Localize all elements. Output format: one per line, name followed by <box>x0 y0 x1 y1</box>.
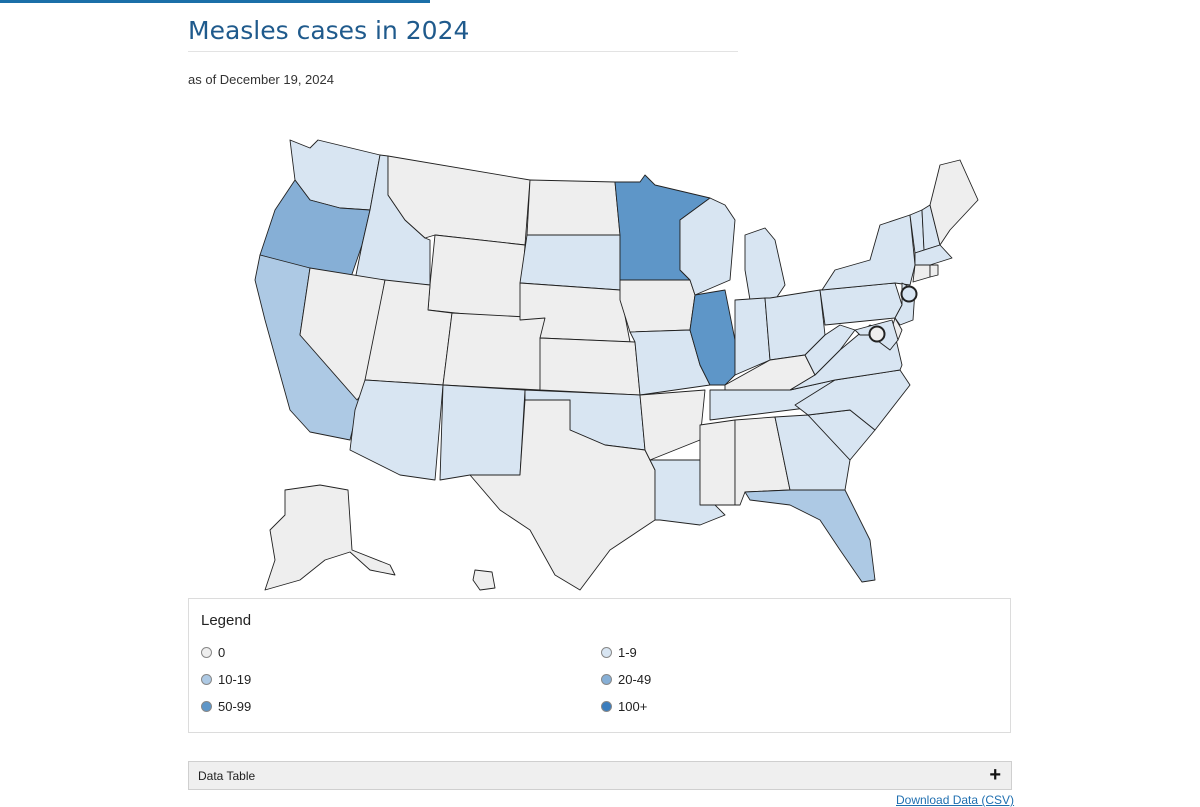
plus-icon[interactable]: + <box>989 764 1001 786</box>
legend-swatch <box>601 674 612 685</box>
state-IN[interactable] <box>734 297 771 376</box>
legend-label: 10-19 <box>218 672 252 687</box>
state-AK[interactable] <box>264 484 396 591</box>
legend-label: 0 <box>218 645 226 660</box>
state-MS[interactable] <box>699 419 736 506</box>
state-ND[interactable] <box>526 179 621 236</box>
download-data-link[interactable]: Download Data (CSV) <box>896 793 1015 807</box>
state-CT[interactable] <box>912 264 931 283</box>
state-NY[interactable] <box>821 214 916 291</box>
state-FL[interactable] <box>744 489 876 583</box>
top-accent-bar <box>0 0 430 3</box>
state-WI[interactable] <box>679 197 736 296</box>
state-RI[interactable] <box>929 264 939 278</box>
state-MI[interactable] <box>744 227 786 301</box>
data-table-toggle[interactable]: Data Table + <box>188 761 1012 790</box>
state-AZ[interactable] <box>349 379 444 481</box>
legend-item-1-9: 1-9 <box>601 645 637 660</box>
legend-title: Legend <box>201 612 252 629</box>
data-table-label: Data Table <box>198 769 256 783</box>
legend-swatch <box>201 647 212 658</box>
state-AR[interactable] <box>639 389 706 461</box>
us-state-map <box>254 139 979 591</box>
page-title: Measles cases in 2024 <box>188 16 738 52</box>
legend-item-0: 0 <box>201 645 225 660</box>
legend-swatch <box>601 647 612 658</box>
state-WY[interactable] <box>427 234 526 321</box>
legend-swatch <box>201 701 212 712</box>
as-of-date: as of December 19, 2024 <box>188 72 334 87</box>
state-NM[interactable] <box>439 384 526 481</box>
state-IA[interactable] <box>619 279 696 333</box>
legend-item-100-plus: 100+ <box>601 699 647 714</box>
legend-swatch <box>201 674 212 685</box>
legend-panel: Legend 0 1-9 10-19 20-49 50-99 100+ <box>188 598 1011 733</box>
legend-item-20-49: 20-49 <box>601 672 651 687</box>
marker-NYC[interactable] <box>900 285 918 303</box>
state-TX[interactable] <box>469 399 656 591</box>
legend-label: 1-9 <box>618 645 637 660</box>
state-SD[interactable] <box>519 234 621 291</box>
legend-swatch <box>601 701 612 712</box>
legend-label: 100+ <box>618 699 648 714</box>
legend-item-10-19: 10-19 <box>201 672 251 687</box>
state-KS[interactable] <box>539 337 641 396</box>
state-CO[interactable] <box>442 312 546 391</box>
state-ME[interactable] <box>929 159 979 246</box>
marker-DC[interactable] <box>868 325 886 343</box>
legend-label: 20-49 <box>618 672 652 687</box>
state-MA[interactable] <box>914 244 953 266</box>
legend-label: 50-99 <box>218 699 252 714</box>
state-HI[interactable] <box>472 569 496 591</box>
legend-item-50-99: 50-99 <box>201 699 251 714</box>
state-GA[interactable] <box>774 414 851 491</box>
